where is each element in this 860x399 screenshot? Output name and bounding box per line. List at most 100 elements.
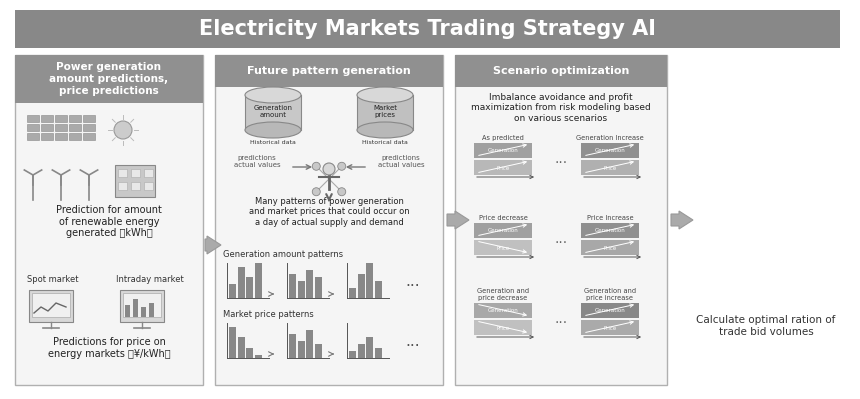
Bar [255, 263, 261, 298]
Bar [131, 169, 140, 177]
Text: Prediction for amount
of renewable energy
generated 【kWh】: Prediction for amount of renewable energ… [56, 205, 162, 238]
Bar [366, 337, 373, 358]
FancyArrow shape [447, 211, 469, 229]
Text: As predicted: As predicted [482, 135, 524, 141]
Text: Generation: Generation [594, 229, 625, 233]
Bar [289, 334, 296, 358]
Bar [474, 160, 532, 175]
Circle shape [114, 121, 132, 139]
Bar [15, 55, 203, 385]
Text: Market price patterns: Market price patterns [223, 310, 314, 319]
Bar [474, 320, 532, 335]
Bar [27, 115, 39, 122]
FancyArrow shape [671, 211, 693, 229]
Text: ...: ... [555, 232, 568, 246]
Text: ...: ... [555, 152, 568, 166]
Bar [455, 55, 667, 385]
Circle shape [338, 188, 346, 196]
Bar [374, 348, 382, 358]
Text: Future pattern generation: Future pattern generation [247, 66, 411, 76]
Text: ...: ... [406, 334, 421, 348]
Bar [474, 143, 532, 158]
Bar [41, 133, 53, 140]
Text: Generation and
price increase: Generation and price increase [584, 288, 636, 301]
Text: predictions
actual values: predictions actual values [234, 155, 280, 168]
Bar [27, 124, 39, 131]
Bar [229, 326, 236, 358]
Text: Price: Price [604, 245, 617, 251]
Ellipse shape [357, 87, 413, 103]
Bar [357, 95, 413, 130]
Bar [55, 115, 67, 122]
Bar [149, 303, 154, 317]
Bar [55, 124, 67, 131]
Bar [298, 280, 304, 298]
Bar [32, 293, 70, 317]
Bar [229, 284, 236, 298]
Bar [123, 293, 161, 317]
Bar [474, 303, 532, 318]
Bar [289, 273, 296, 298]
Bar [115, 165, 155, 197]
Bar [581, 303, 639, 318]
Bar [83, 133, 95, 140]
Bar [131, 182, 140, 190]
Bar [69, 133, 81, 140]
Bar [144, 182, 153, 190]
Bar [15, 55, 203, 103]
Text: Historical data: Historical data [250, 140, 296, 145]
Text: predictions
actual values: predictions actual values [378, 155, 424, 168]
Text: Power generation
amount predictions,
price predictions: Power generation amount predictions, pri… [49, 62, 169, 96]
FancyArrow shape [205, 236, 221, 254]
Bar [15, 10, 840, 48]
Bar [69, 124, 81, 131]
Text: Generation: Generation [488, 148, 519, 154]
Bar [144, 169, 153, 177]
Text: Imbalance avoidance and profit
maximization from risk modeling based
on various : Imbalance avoidance and profit maximizat… [471, 93, 651, 123]
Bar [581, 223, 639, 238]
Text: Generation: Generation [594, 308, 625, 314]
Text: Generation
amount: Generation amount [254, 105, 292, 118]
Bar [298, 340, 304, 358]
Bar [581, 240, 639, 255]
Bar [315, 344, 322, 358]
Bar [349, 351, 356, 358]
Text: ...: ... [406, 273, 421, 288]
Text: Electricity Markets Trading Strategy AI: Electricity Markets Trading Strategy AI [199, 19, 655, 39]
Bar [41, 115, 53, 122]
Text: Historical data: Historical data [362, 140, 408, 145]
Text: Price Increase: Price Increase [587, 215, 633, 221]
Text: Generation: Generation [594, 148, 625, 154]
Bar [41, 124, 53, 131]
Text: Scenario optimization: Scenario optimization [493, 66, 630, 76]
Text: Calculate optimal ration of
trade bid volumes: Calculate optimal ration of trade bid vo… [697, 315, 836, 337]
Bar [581, 320, 639, 335]
Bar [141, 307, 146, 317]
Bar [581, 143, 639, 158]
Bar [474, 223, 532, 238]
Text: Generation: Generation [488, 308, 519, 314]
Bar [118, 169, 127, 177]
Ellipse shape [357, 122, 413, 138]
Bar [29, 290, 73, 322]
Circle shape [312, 188, 320, 196]
Text: Many patterns of power generation
and market prices that could occur on
a day of: Many patterns of power generation and ma… [249, 197, 409, 227]
Bar [306, 330, 313, 358]
Text: Generation and
price decrease: Generation and price decrease [477, 288, 529, 301]
Bar [237, 267, 244, 298]
Circle shape [338, 162, 346, 170]
Bar [358, 344, 365, 358]
Bar [246, 277, 253, 298]
Text: Price: Price [496, 245, 510, 251]
Ellipse shape [245, 87, 301, 103]
Bar [246, 348, 253, 358]
Text: Generation Increase: Generation Increase [576, 135, 644, 141]
Text: Market
prices: Market prices [373, 105, 397, 118]
Bar [133, 299, 138, 317]
Bar [581, 160, 639, 175]
Bar [215, 55, 443, 87]
Bar [120, 290, 164, 322]
Text: Predictions for price on
energy markets 【¥/kWh】: Predictions for price on energy markets … [47, 337, 170, 359]
Bar [27, 133, 39, 140]
Bar [215, 55, 443, 385]
